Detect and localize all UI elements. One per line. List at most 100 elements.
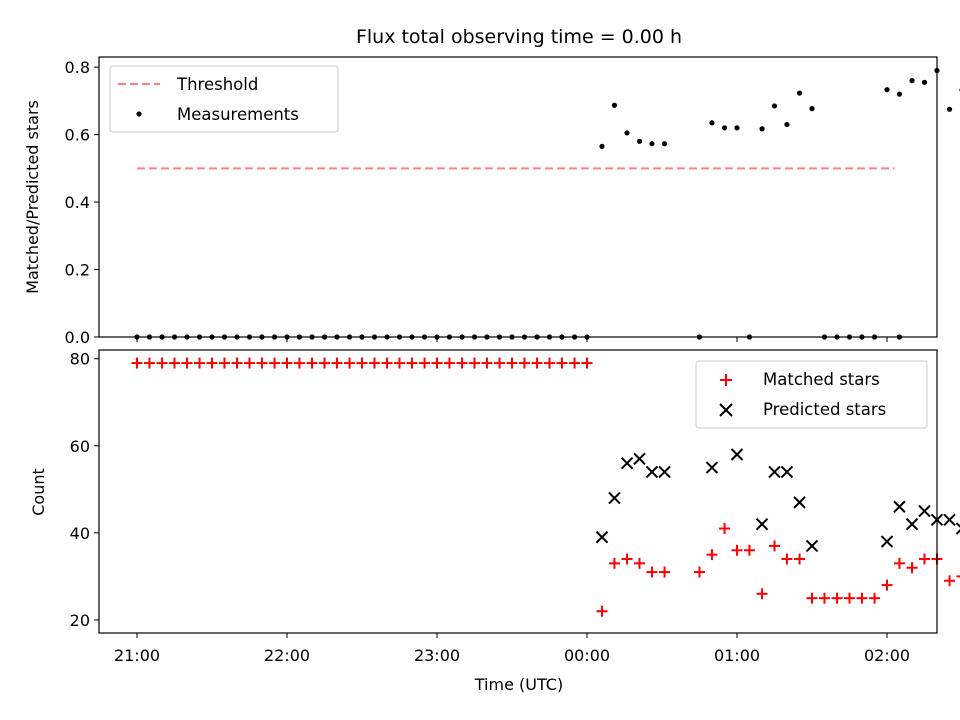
bottom-x-tick-label: 01:00 [714,646,760,665]
matched-star-point [431,357,443,369]
matched-star-point [156,357,168,369]
bottom-y-tick-label: 80 [70,350,90,369]
matched-star-point [256,357,268,369]
legend-predicted-label: Predicted stars [763,400,886,419]
measurement-point [636,138,643,144]
matched-star-point [659,566,671,578]
measurement-point [771,103,778,109]
matched-star-point [706,549,718,561]
count-points [131,357,960,617]
matched-star-point [818,592,830,604]
matched-star-point [893,557,905,569]
measurement-point [649,141,655,147]
matched-star-point [344,357,356,369]
top-legend: Threshold Measurements [109,65,339,133]
matched-star-point [756,588,768,600]
measurement-point [759,126,765,132]
matched-star-point [143,357,155,369]
bottom-x-tick-label: 22:00 [264,646,310,665]
matched-star-point [319,357,330,369]
bottom-y-axis-ticks: 20 40 60 80 [70,350,99,630]
measurement-point [796,90,803,96]
measurement-point [721,125,728,131]
measurement-point [896,91,903,97]
predicted-star-point [905,517,919,531]
measurement-point [734,125,740,131]
matched-star-point [556,357,568,369]
matched-star-point [794,553,806,565]
predicted-star-point [620,456,634,470]
matched-star-point [569,357,581,369]
predicted-star-point [793,496,806,509]
predicted-star-point [730,448,744,461]
top-y-tick-label: 0.2 [65,261,90,280]
legend-predicted-swatch [719,403,733,417]
bottom-x-tick-label: 02:00 [864,646,910,665]
matched-star-point [743,544,755,556]
measurement-point [661,141,668,147]
bottom-legend: Matched stars Predicted stars [695,360,928,429]
matched-star-point [131,357,143,369]
matched-star-point [694,566,705,578]
matched-star-point [544,357,555,369]
predicted-star-point [595,531,609,544]
matched-star-point [381,357,393,369]
measurement-point [784,121,790,128]
bottom-y-tick-label: 20 [70,611,90,630]
legend-matched-swatch [720,374,732,386]
top-y-axis-ticks: 0.0 0.2 0.4 0.6 0.8 [65,58,99,347]
matched-star-point [481,357,493,369]
matched-star-point [443,357,455,369]
matched-star-point [419,357,431,369]
matched-star-point [293,357,305,369]
matched-star-point [306,357,318,369]
top-y-tick-label: 0.4 [65,193,90,212]
chart-title: Flux total observing time = 0.00 h [356,26,682,48]
matched-star-point [944,575,956,587]
matched-star-point [646,566,658,578]
legend-measurements-label: Measurements [177,105,299,124]
predicted-star-point [805,539,819,553]
measurement-point [946,106,953,112]
matched-star-point [869,592,881,604]
matched-star-point [769,540,780,552]
matched-star-point [456,357,468,369]
matched-star-point [608,557,620,569]
matched-star-point [368,357,380,369]
bottom-x-axis-ticks: 21:00 22:00 23:00 00:00 01:00 02:00 [114,633,910,665]
matched-star-point [518,357,530,369]
legend-threshold-label: Threshold [176,75,258,94]
matched-star-point [331,357,343,369]
legend-measurements-swatch [136,111,142,117]
matched-star-point [956,575,960,578]
matched-star-point [218,357,230,369]
matched-star-point [831,592,843,604]
matched-star-point [581,357,593,369]
predicted-star-point [658,465,671,479]
matched-star-point [206,357,218,369]
predicted-star-point [608,491,621,505]
measurement-point [921,79,928,85]
ratio-panel: Flux total observing time = 0.00 h 0.00.… [23,26,960,347]
measurement-point [809,106,815,112]
measurement-point [599,143,605,149]
bottom-axes-frame [98,349,938,634]
matched-star-point [731,544,743,556]
matched-star-point [531,357,543,369]
matched-star-point [919,553,930,565]
matched-star-point [856,592,868,604]
predicted-star-point [780,465,794,479]
matched-star-point [596,605,608,617]
matched-star-point [806,592,818,604]
top-legend-box [109,65,339,133]
matched-star-point [231,357,243,369]
bottom-y-axis-label: Count [29,468,48,516]
predicted-star-point [955,522,960,535]
measurement-point [909,78,915,84]
predicted-star-point [880,535,894,548]
top-axes-frame [98,56,938,338]
predicted-star-point [893,500,906,513]
top-y-axis-label: Matched/Predicted stars [23,100,42,294]
matched-star-point [844,592,855,604]
predicted-star-point [755,517,769,531]
